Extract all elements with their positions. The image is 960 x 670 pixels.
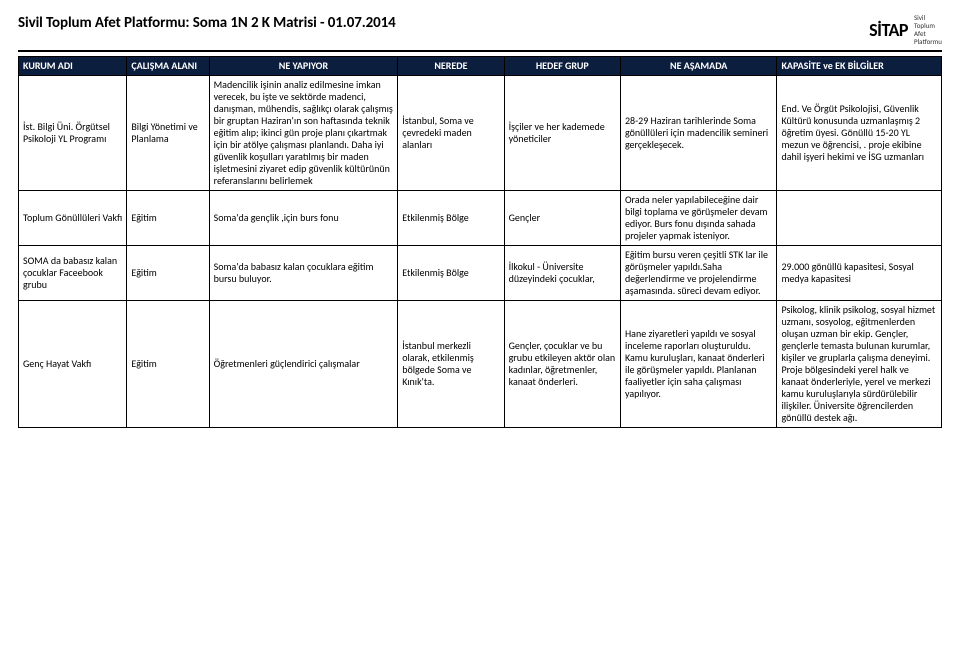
table-row: Genç Hayat VakfıEğitimÖğretmenleri güçle… <box>19 301 942 428</box>
header-divider <box>18 50 942 52</box>
cell-what: Soma'da gençlik ,için burs fonu <box>209 191 398 246</box>
col-header-where: NEREDE <box>398 57 504 76</box>
cell-capacity: 29.000 gönüllü kapasitesi, Sosyal medya … <box>777 246 942 301</box>
cell-where: İstanbul merkezli olarak, etkilenmiş böl… <box>398 301 504 428</box>
cell-stage: 28-29 Haziran tarihlerinde Soma gönüllül… <box>620 76 777 191</box>
cell-area: Eğitim <box>127 301 209 428</box>
cell-where: Etkilenmiş Bölge <box>398 246 504 301</box>
logo-text: SİTAP <box>869 19 908 41</box>
cell-area: Eğitim <box>127 191 209 246</box>
col-header-area: ÇALIŞMA ALANI <box>127 57 209 76</box>
page-title: Sivil Toplum Afet Platformu: Soma 1N 2 K… <box>18 14 396 32</box>
col-header-capacity: KAPASİTE ve EK BİLGİLER <box>777 57 942 76</box>
table-header-row: KURUM ADI ÇALIŞMA ALANI NE YAPIYOR NERED… <box>19 57 942 76</box>
logo: SİTAP Sivil Toplum Afet Platformu <box>869 14 942 46</box>
cell-stage: Orada neler yapılabileceğine dair bilgi … <box>620 191 777 246</box>
cell-what: Soma'da babasız kalan çocuklara eğitim b… <box>209 246 398 301</box>
col-header-target: HEDEF GRUP <box>504 57 620 76</box>
cell-org: Genç Hayat Vakfı <box>19 301 127 428</box>
col-header-what: NE YAPIYOR <box>209 57 398 76</box>
cell-org: Toplum Gönüllüleri Vakfı <box>19 191 127 246</box>
cell-org: İst. Bilgi Üni. Örgütsel Psikoloji YL Pr… <box>19 76 127 191</box>
cell-where: İstanbul, Soma ve çevredeki maden alanla… <box>398 76 504 191</box>
col-header-org: KURUM ADI <box>19 57 127 76</box>
table-row: SOMA da babasız kalan çocuklar Faceebook… <box>19 246 942 301</box>
cell-target: Gençler <box>504 191 620 246</box>
cell-where: Etkilenmiş Bölge <box>398 191 504 246</box>
cell-what: Öğretmenleri güçlendirici çalışmalar <box>209 301 398 428</box>
cell-area: Eğitim <box>127 246 209 301</box>
cell-capacity: End. Ve Örgüt Psikolojisi, Güvenlik Kült… <box>777 76 942 191</box>
table-row: Toplum Gönüllüleri VakfıEğitimSoma'da ge… <box>19 191 942 246</box>
cell-what: Madencilik işinin analiz edilmesine imka… <box>209 76 398 191</box>
matrix-table: KURUM ADI ÇALIŞMA ALANI NE YAPIYOR NERED… <box>18 56 942 428</box>
cell-capacity <box>777 191 942 246</box>
header: Sivil Toplum Afet Platformu: Soma 1N 2 K… <box>18 14 942 46</box>
cell-capacity: Psikolog, klinik psikolog, sosyal hizmet… <box>777 301 942 428</box>
cell-area: Bilgi Yönetimi ve Planlama <box>127 76 209 191</box>
cell-target: İlkokul - Üniversite düzeyindeki çocukla… <box>504 246 620 301</box>
cell-org: SOMA da babasız kalan çocuklar Faceebook… <box>19 246 127 301</box>
logo-subtext: Sivil Toplum Afet Platformu <box>914 14 942 46</box>
col-header-stage: NE AŞAMADA <box>620 57 777 76</box>
cell-target: Gençler, çocuklar ve bu grubu etkileyen … <box>504 301 620 428</box>
cell-stage: Eğitim bursu veren çeşitli STK lar ile g… <box>620 246 777 301</box>
table-row: İst. Bilgi Üni. Örgütsel Psikoloji YL Pr… <box>19 76 942 191</box>
cell-stage: Hane ziyaretleri yapıldı ve sosyal incel… <box>620 301 777 428</box>
cell-target: İşçiler ve her kademede yöneticiler <box>504 76 620 191</box>
